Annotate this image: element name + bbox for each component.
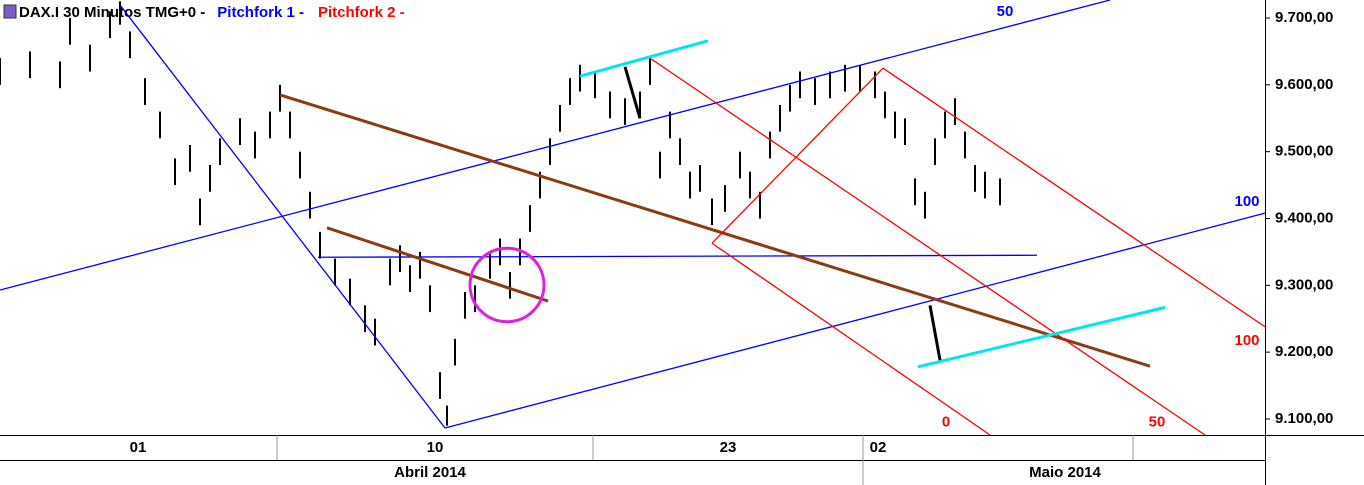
y-tick-label: 9.100,00 xyxy=(1275,410,1333,427)
highlight-circle xyxy=(468,246,546,324)
trend-line xyxy=(444,212,1266,429)
legend-icon xyxy=(3,4,17,19)
fork-label: 100 xyxy=(1234,332,1259,349)
trend-line xyxy=(711,67,884,244)
legend-entry: Pitchfork 1 - xyxy=(217,4,304,21)
trend-line xyxy=(928,305,942,361)
month-label: Abril 2014 xyxy=(394,464,466,481)
y-tick-label: 9.200,00 xyxy=(1275,343,1333,360)
fork-label: 50 xyxy=(1149,413,1166,430)
trend-line xyxy=(649,57,1206,436)
x-tick-label: 10 xyxy=(427,439,444,456)
trend-line xyxy=(317,254,1038,258)
trend-line xyxy=(917,305,1166,369)
x-tick-label: 23 xyxy=(720,439,737,456)
y-tick-label: 9.700,00 xyxy=(1275,9,1333,26)
y-tick-label: 9.600,00 xyxy=(1275,76,1333,93)
fork-label: 0 xyxy=(942,413,950,430)
trend-line xyxy=(0,0,1111,291)
y-tick-label: 9.300,00 xyxy=(1275,276,1333,293)
x-tick-label: 01 xyxy=(130,439,147,456)
fork-label: 100 xyxy=(1234,193,1259,210)
chart-title: DAX.I 30 Minutos TMG+0 - xyxy=(19,4,205,21)
fork-label: 50 xyxy=(997,3,1014,20)
y-tick-label: 9.400,00 xyxy=(1275,209,1333,226)
x-tick-label: 02 xyxy=(870,439,887,456)
legend-entry: Pitchfork 2 - xyxy=(318,4,405,21)
trend-line xyxy=(326,226,549,303)
trend-line xyxy=(579,39,709,78)
trend-line xyxy=(279,93,1151,368)
trend-line xyxy=(711,242,991,436)
trend-line xyxy=(623,66,642,119)
trend-line xyxy=(882,67,1266,328)
y-tick-label: 9.500,00 xyxy=(1275,143,1333,160)
month-label: Maio 2014 xyxy=(1029,464,1101,481)
